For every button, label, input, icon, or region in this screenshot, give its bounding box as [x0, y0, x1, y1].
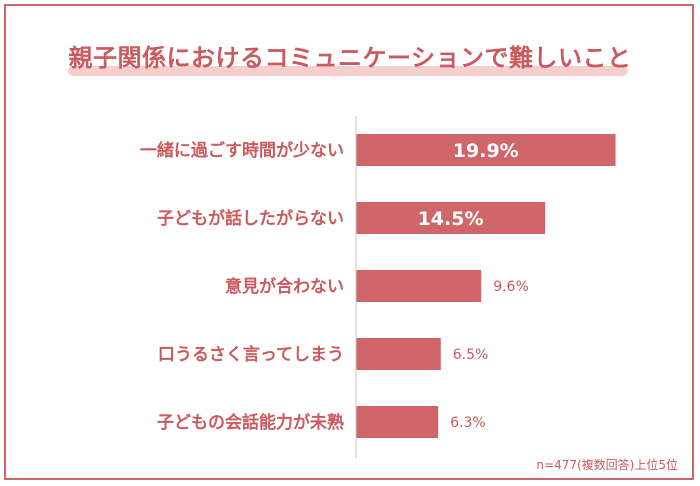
title-highlight	[68, 66, 628, 76]
category-label-1: 一緒に過ごす時間が少ない	[140, 140, 344, 161]
category-label-2: 子どもが話したがらない	[157, 208, 344, 229]
chart-frame	[4, 4, 694, 480]
title-area: 親子関係におけるコミュニケーションで難しいこと	[0, 36, 700, 86]
category-label-5: 子どもの会話能力が未熟	[157, 412, 344, 433]
bar-3	[356, 270, 482, 302]
value-label-2: 14.5%	[418, 208, 484, 230]
chart-title: 親子関係におけるコミュニケーションで難しいこと	[68, 44, 632, 72]
value-label-4: 6.5%	[453, 347, 489, 363]
value-label-1: 19.9%	[453, 140, 519, 162]
category-label-3: 意見が合わない	[225, 276, 344, 297]
bar-5	[356, 406, 439, 438]
value-label-5: 6.3%	[450, 415, 486, 431]
bar-2	[356, 202, 546, 234]
sample-note: n=477(複数回答)上位5位	[536, 458, 678, 472]
category-label-4: 口うるさく言ってしまう	[158, 344, 344, 365]
bar-4	[356, 338, 441, 370]
bar-1	[356, 134, 616, 166]
value-label-3: 9.6%	[493, 279, 529, 295]
